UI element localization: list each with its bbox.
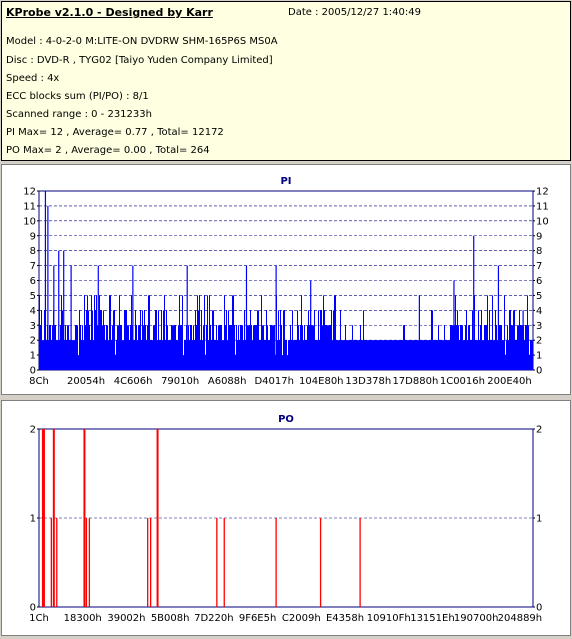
ecc-line: ECC blocks sum (PI/PO) : 8/1	[6, 91, 149, 102]
info-panel: KProbe v2.1.0 - Designed by Karr Date : …	[1, 1, 571, 161]
disc-line: Disc : DVD-R , TYG02 [Taiyo Yuden Compan…	[6, 55, 273, 66]
x-tick-label: 20054h	[67, 376, 105, 387]
y-tick-label-left: 4	[30, 306, 36, 317]
x-tick-label: 104E80h	[299, 376, 343, 387]
y-tick-label-left: 0	[30, 603, 36, 614]
x-tick-label: D4017h	[254, 376, 294, 387]
y-tick-label-left: 8	[30, 246, 36, 257]
x-tick-label: E4358h	[326, 613, 364, 624]
y-tick-label-right: 0	[536, 366, 542, 377]
x-tick-label: 4C606h	[114, 376, 153, 387]
y-tick-label-left: 2	[30, 336, 36, 347]
y-tick-label-right: 5	[536, 291, 542, 302]
y-tick-label-left: 0	[30, 366, 36, 377]
x-tick-label: 17D880h	[392, 376, 438, 387]
y-tick-label-right: 12	[536, 187, 549, 198]
y-tick-label-left: 1	[30, 351, 36, 362]
x-tick-label: 79010h	[161, 376, 199, 387]
x-tick-label: 7D220h	[194, 613, 234, 624]
x-tick-label: 204889h	[498, 613, 543, 624]
y-tick-label-left: 10	[23, 216, 36, 227]
pi-chart-panel: PI 0 0 1 1 2 2 3 3 4 4 5 5 6 6 7 7 8 8 9 9 10 10 11 11 12 12 8Ch 200…	[1, 164, 571, 395]
y-tick-label-left: 12	[23, 187, 36, 198]
x-tick-label: 18300h	[64, 613, 102, 624]
po-chart: PO 0 0 1 1 2 2 1Ch 18300h 39002h 5B008h 7D220h 9F6E5…	[29, 414, 543, 624]
chart-title: PI	[280, 176, 291, 187]
y-tick-label-right: 1	[536, 351, 542, 362]
x-tick-label: 39002h	[107, 613, 145, 624]
y-tick-label-right: 3	[536, 321, 542, 332]
speed-line: Speed : 4x	[6, 73, 60, 84]
chart-title: PO	[278, 414, 294, 425]
y-tick-label-right: 0	[536, 603, 542, 614]
y-tick-label-left: 5	[30, 291, 36, 302]
y-tick-label-right: 10	[536, 216, 549, 227]
x-tick-label: 1Ch	[29, 613, 49, 624]
x-tick-label: 5B008h	[151, 613, 190, 624]
x-tick-label: 200E40h	[487, 376, 531, 387]
x-tick-label: 13151Eh	[410, 613, 454, 624]
app-title: KProbe v2.1.0 - Designed by Karr	[6, 6, 213, 19]
y-tick-label-right: 8	[536, 246, 542, 257]
y-tick-label-right: 2	[536, 336, 542, 347]
model-line: Model : 4-0-2-0 M:LITE-ON DVDRW SHM-165P…	[6, 36, 278, 47]
y-tick-label-left: 3	[30, 321, 36, 332]
x-tick-label: 9F6E5h	[239, 613, 277, 624]
po-summary-line: PO Max= 2 , Average= 0.00 , Total= 264	[6, 145, 210, 156]
range-line: Scanned range : 0 - 231233h	[6, 109, 152, 120]
pi-bars	[39, 295, 533, 370]
y-tick-label-left: 11	[23, 201, 36, 212]
y-tick-label-right: 2	[536, 425, 542, 436]
y-tick-label-right: 9	[536, 231, 542, 242]
y-tick-label-left: 2	[30, 425, 36, 436]
x-tick-label: A6088h	[208, 376, 247, 387]
po-chart-panel: PO 0 0 1 1 2 2 1Ch 18300h 39002h 5B008h 7D220h 9F6E5…	[1, 400, 571, 636]
x-tick-label: 13D378h	[345, 376, 391, 387]
pi-summary-line: PI Max= 12 , Average= 0.77 , Total= 1217…	[6, 127, 224, 138]
x-tick-label: 10910Fh	[367, 613, 411, 624]
y-tick-label-left: 9	[30, 231, 36, 242]
y-tick-label-right: 7	[536, 261, 542, 272]
y-tick-label-left: 7	[30, 261, 36, 272]
y-tick-label-right: 4	[536, 306, 542, 317]
x-tick-label: 1C0016h	[440, 376, 485, 387]
x-tick-label: 8Ch	[29, 376, 49, 387]
y-tick-label-left: 6	[30, 276, 36, 287]
x-tick-label: C2009h	[282, 613, 321, 624]
y-tick-label-left: 1	[30, 514, 36, 525]
x-tick-label: 190700h	[454, 613, 499, 624]
y-tick-label-right: 11	[536, 201, 549, 212]
y-tick-label-right: 6	[536, 276, 542, 287]
scan-date: Date : 2005/12/27 1:40:49	[288, 7, 421, 18]
y-tick-label-right: 1	[536, 514, 542, 525]
